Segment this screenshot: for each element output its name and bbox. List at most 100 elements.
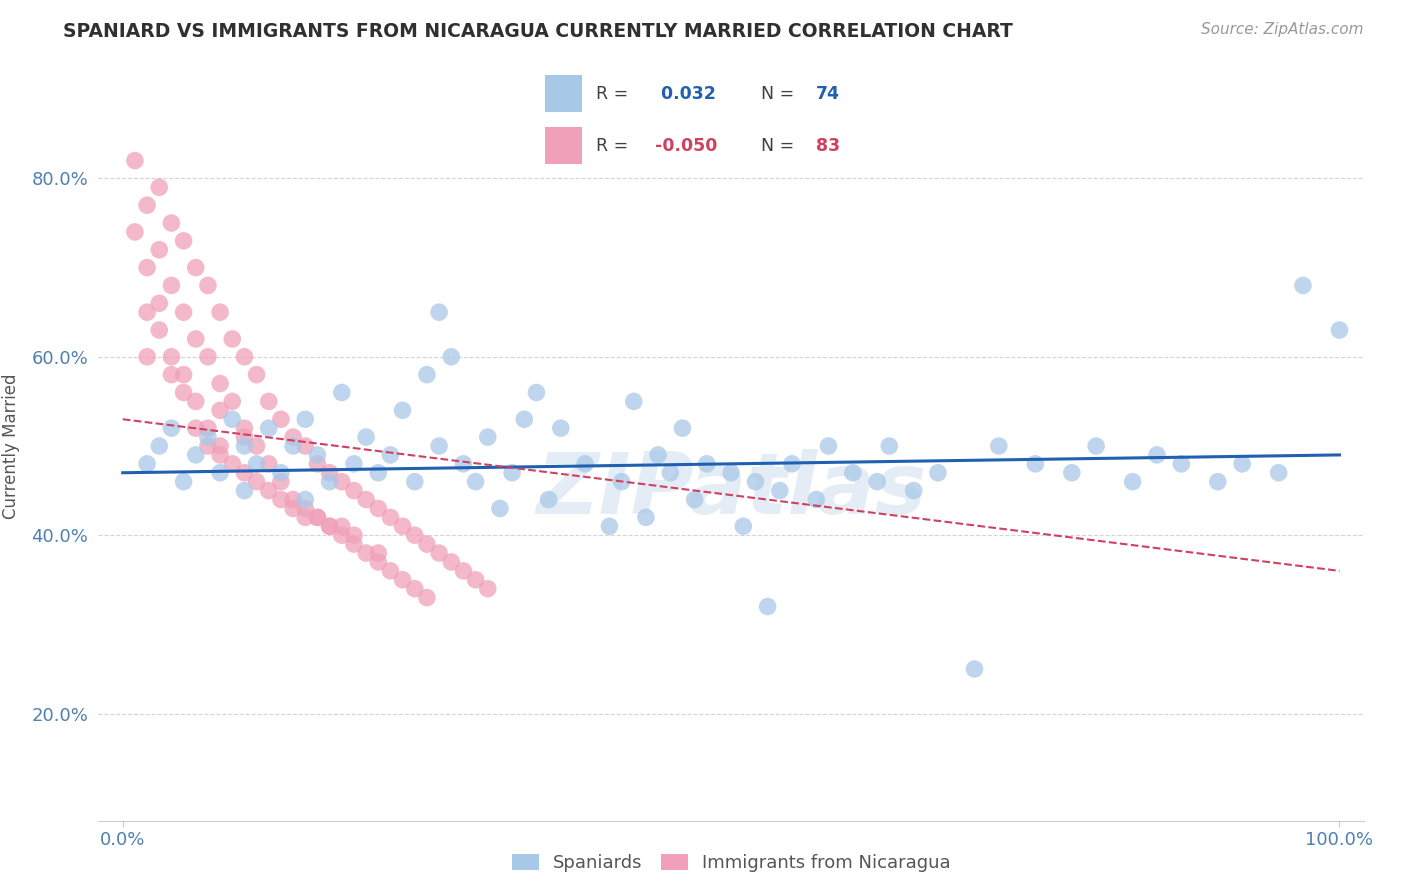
Point [671,421,693,435]
Point [281,492,304,507]
Point [173,234,195,248]
Point [903,483,925,498]
Point [160,350,183,364]
Point [148,296,170,310]
Point [380,510,402,524]
Point [246,439,269,453]
Point [209,376,232,391]
Point [453,457,475,471]
Point [270,412,292,426]
Legend: Spaniards, Immigrants from Nicaragua: Spaniards, Immigrants from Nicaragua [505,847,957,879]
Point [246,368,269,382]
Point [634,510,657,524]
Point [148,180,170,194]
Point [318,519,340,533]
Point [877,439,900,453]
Point [391,403,413,417]
Point [233,483,256,498]
Point [513,412,536,426]
Point [817,439,839,453]
Point [756,599,779,614]
Point [367,546,389,560]
Point [197,439,219,453]
Point [318,519,340,533]
Point [780,457,803,471]
Point [294,510,316,524]
Point [416,537,439,551]
Point [769,483,792,498]
Point [391,573,413,587]
Point [1085,439,1108,453]
Point [294,412,316,426]
Point [148,243,170,257]
Point [416,368,439,382]
Point [281,501,304,516]
Point [160,421,183,435]
Text: -0.050: -0.050 [655,137,717,155]
Point [209,403,232,417]
Point [233,466,256,480]
Point [197,350,219,364]
Point [197,430,219,444]
Point [221,394,243,409]
Text: ZIPatlas: ZIPatlas [536,450,927,533]
Point [427,546,450,560]
Point [184,260,207,275]
Text: 74: 74 [815,85,839,103]
Point [367,555,389,569]
Point [1329,323,1351,337]
Point [270,475,292,489]
Text: 83: 83 [815,137,839,155]
Point [160,216,183,230]
Point [647,448,669,462]
Point [281,430,304,444]
Point [184,394,207,409]
Bar [546,128,582,164]
Point [733,519,755,533]
Point [659,466,682,480]
Point [354,492,377,507]
Point [1267,466,1289,480]
Point [136,198,159,212]
Point [160,278,183,293]
Point [1170,457,1192,471]
Point [318,466,340,480]
Point [623,394,645,409]
Point [221,332,243,346]
Text: N =: N = [761,137,794,155]
Point [354,430,377,444]
Point [1206,475,1229,489]
Point [148,439,170,453]
Point [184,448,207,462]
Point [380,448,402,462]
Point [281,439,304,453]
Point [391,519,413,533]
Point [294,439,316,453]
Point [416,591,439,605]
Point [246,457,269,471]
Point [221,412,243,426]
Text: R =: R = [596,85,628,103]
Point [330,385,353,400]
Point [464,573,486,587]
Point [404,582,426,596]
Point [307,510,329,524]
Point [197,278,219,293]
Point [307,510,329,524]
Point [343,528,366,542]
Point [427,439,450,453]
Point [683,492,706,507]
Point [257,483,280,498]
Point [136,350,159,364]
Point [744,475,766,489]
Point [233,439,256,453]
Point [526,385,548,400]
Bar [546,75,582,112]
Point [720,466,742,480]
Point [233,350,256,364]
Point [477,430,499,444]
Text: Source: ZipAtlas.com: Source: ZipAtlas.com [1201,22,1364,37]
Y-axis label: Currently Married: Currently Married [1,373,20,519]
Point [1122,475,1144,489]
Point [307,448,329,462]
